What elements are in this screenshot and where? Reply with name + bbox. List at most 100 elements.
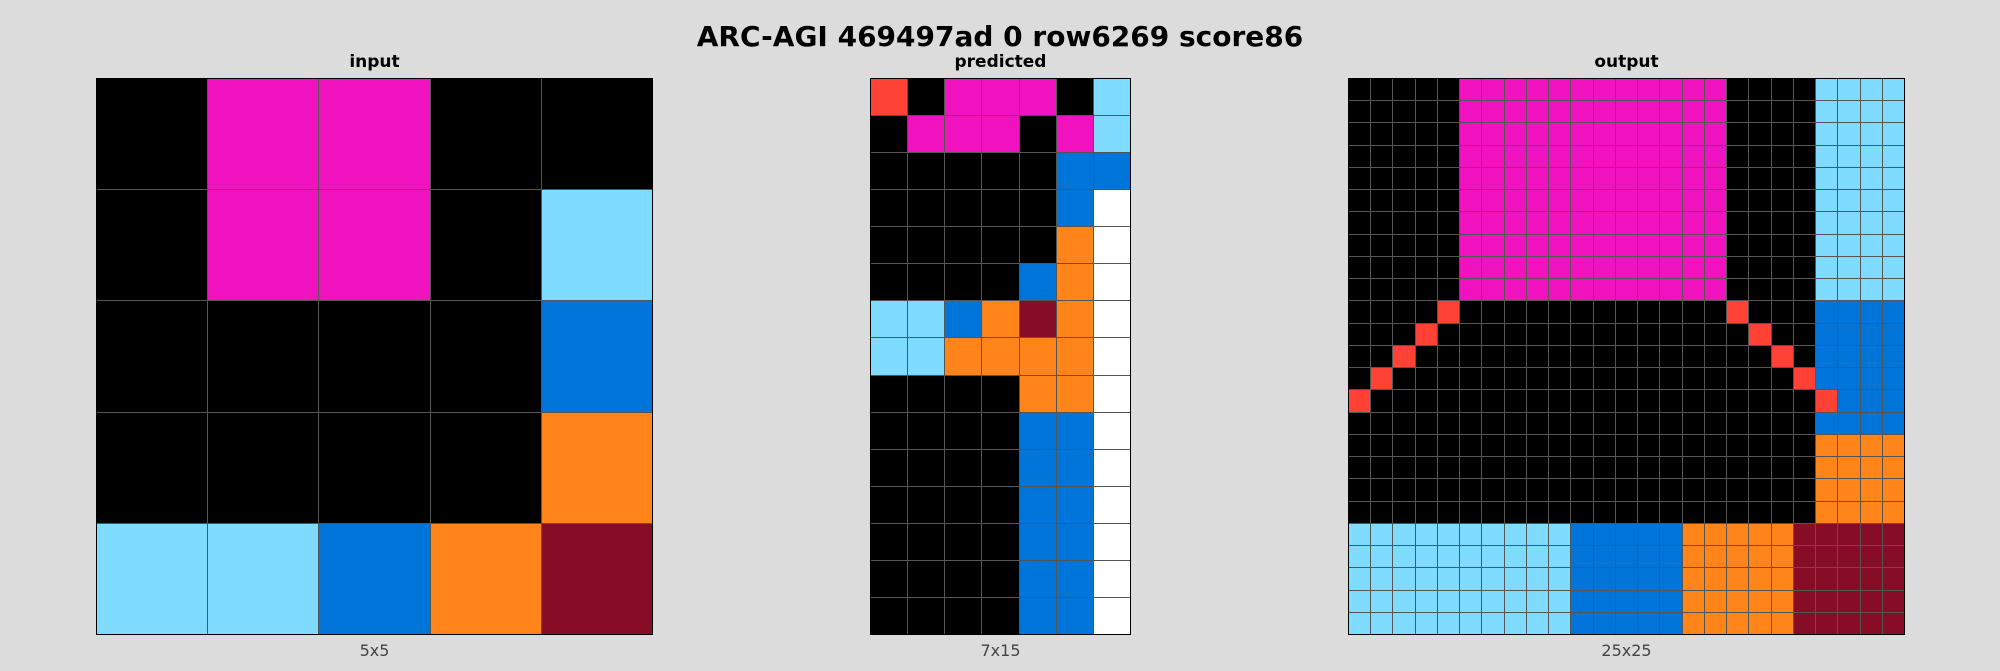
- grid-cell: [1415, 167, 1437, 190]
- grid-cell: [1638, 501, 1660, 523]
- grid-cell: [1482, 101, 1504, 123]
- grid-cell: [1415, 390, 1437, 412]
- grid-cell: [1816, 368, 1838, 390]
- grid-cell: [1749, 212, 1771, 234]
- grid-cell: [1727, 612, 1749, 634]
- grid-cell: [1526, 501, 1549, 523]
- grid-cell: [1482, 612, 1504, 634]
- grid-cell: [1415, 212, 1437, 234]
- grid-cell: [1393, 301, 1415, 323]
- grid-cell: [945, 301, 982, 338]
- grid-cell: [1860, 568, 1882, 590]
- grid-cell: [1549, 568, 1571, 590]
- grid-cell: [1093, 227, 1130, 264]
- grid-cell: [1615, 279, 1638, 301]
- grid-cell: [982, 486, 1019, 523]
- grid-cell: [1727, 212, 1749, 234]
- grid-cell: [871, 597, 908, 634]
- grid-cell: [1638, 390, 1660, 412]
- grid-cell: [945, 523, 982, 560]
- grid-cell: [1615, 345, 1638, 368]
- grid-cell: [1549, 190, 1571, 212]
- grid-cell: [1793, 123, 1816, 145]
- grid-cell: [1460, 368, 1482, 390]
- grid-cell: [1838, 345, 1860, 368]
- grid-cell: [1549, 479, 1571, 501]
- grid-cell: [1526, 301, 1549, 323]
- grid-cell: [430, 301, 541, 412]
- grid-cell: [1593, 145, 1615, 167]
- input-panel: input 5x5: [96, 52, 653, 660]
- grid-cell: [1727, 345, 1749, 368]
- grid-cell: [1437, 434, 1460, 457]
- grid-cell: [1682, 79, 1704, 101]
- grid-cell: [1415, 412, 1437, 434]
- grid-cell: [1682, 167, 1704, 190]
- grid-cell: [1019, 449, 1056, 486]
- grid-cell: [1056, 375, 1093, 412]
- grid-cell: [1882, 301, 1904, 323]
- grid-cell: [1349, 368, 1371, 390]
- grid-cell: [1615, 167, 1638, 190]
- grid-cell: [1056, 153, 1093, 190]
- grid-cell: [1437, 590, 1460, 612]
- grid-cell: [1349, 612, 1371, 634]
- grid-cell: [1437, 256, 1460, 279]
- grid-cell: [1816, 212, 1838, 234]
- grid-cell: [97, 523, 208, 634]
- grid-cell: [1660, 279, 1682, 301]
- grid-cell: [1638, 479, 1660, 501]
- grid-cell: [1571, 501, 1593, 523]
- grid-cell: [1349, 279, 1371, 301]
- grid-cell: [1816, 234, 1838, 256]
- grid-cell: [1793, 323, 1816, 345]
- predicted-dims-label: 7x15: [980, 641, 1021, 660]
- grid-cell: [1860, 101, 1882, 123]
- grid-cell: [908, 412, 945, 449]
- grid-cell: [1593, 568, 1615, 590]
- grid-cell: [1460, 612, 1482, 634]
- grid-cell: [1526, 412, 1549, 434]
- grid-cell: [1816, 546, 1838, 568]
- grid-cell: [1415, 323, 1437, 345]
- grid-cell: [1549, 167, 1571, 190]
- grid-cell: [1504, 523, 1526, 546]
- grid-cell: [1682, 501, 1704, 523]
- grid-cell: [1571, 123, 1593, 145]
- grid-cell: [1771, 256, 1793, 279]
- grid-cell: [1793, 79, 1816, 101]
- output-dims-label: 25x25: [1601, 641, 1652, 660]
- grid-cell: [1593, 256, 1615, 279]
- grid-cell: [1482, 434, 1504, 457]
- grid-cell: [1371, 190, 1393, 212]
- grid-cell: [1771, 479, 1793, 501]
- grid-cell: [1860, 190, 1882, 212]
- grid-cell: [1816, 457, 1838, 479]
- grid-cell: [1771, 390, 1793, 412]
- grid-cell: [1526, 123, 1549, 145]
- grid-cell: [1704, 501, 1727, 523]
- grid-cell: [1393, 212, 1415, 234]
- grid-cell: [1056, 190, 1093, 227]
- grid-cell: [1638, 412, 1660, 434]
- grid-cell: [1549, 234, 1571, 256]
- grid-cell: [1882, 212, 1904, 234]
- grid-cell: [1437, 457, 1460, 479]
- grid-cell: [1393, 145, 1415, 167]
- grid-cell: [1638, 323, 1660, 345]
- grid-cell: [908, 79, 945, 116]
- grid-cell: [1415, 457, 1437, 479]
- grid-cell: [871, 560, 908, 597]
- grid-cell: [1660, 612, 1682, 634]
- grid-cell: [1571, 167, 1593, 190]
- grid-cell: [1349, 479, 1371, 501]
- grid-cell: [1793, 145, 1816, 167]
- grid-cell: [1704, 167, 1727, 190]
- grid-cell: [1549, 323, 1571, 345]
- grid-cell: [1056, 597, 1093, 634]
- grid-cell: [1793, 523, 1816, 546]
- grid-cell: [1526, 234, 1549, 256]
- grid-cell: [1838, 190, 1860, 212]
- grid-cell: [1749, 234, 1771, 256]
- grid-cell: [908, 560, 945, 597]
